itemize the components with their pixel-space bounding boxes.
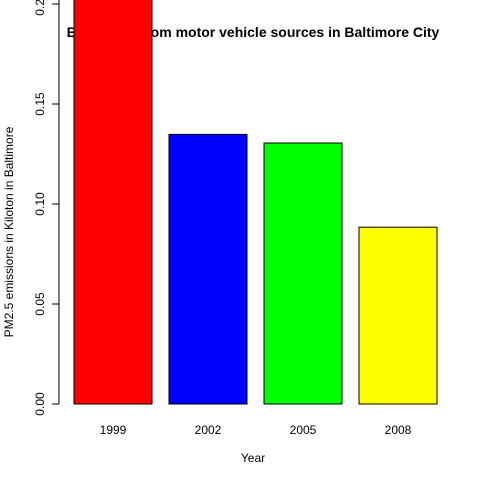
x-tick-labels: 1999 2002 2005 2008 xyxy=(100,423,412,437)
y-tick-label: 0.00 xyxy=(33,392,47,416)
x-tick-label: 1999 xyxy=(100,423,127,437)
y-tick-label: 0.20 xyxy=(33,0,47,16)
y-tick-label: 0.10 xyxy=(33,192,47,216)
bar-2005 xyxy=(263,142,343,405)
y-axis-label: PM2.5 emissions in Kiloton in Baltimore xyxy=(2,126,16,337)
x-tick-label: 2008 xyxy=(385,423,412,437)
bar-2008 xyxy=(358,226,438,405)
y-tick-label: 0.05 xyxy=(33,292,47,316)
y-tick-label: 0.15 xyxy=(33,92,47,116)
x-tick-label: 2005 xyxy=(290,423,317,437)
x-tick-label: 2002 xyxy=(195,423,222,437)
x-axis-label: Year xyxy=(241,451,265,465)
bar-2002 xyxy=(168,133,248,405)
chart-title: Emissions from motor vehicle sources in … xyxy=(67,24,440,40)
y-axis: 0.000.050.100.150.200.250.30 xyxy=(33,0,60,416)
bar-1999 xyxy=(73,0,153,405)
bars xyxy=(73,0,438,405)
